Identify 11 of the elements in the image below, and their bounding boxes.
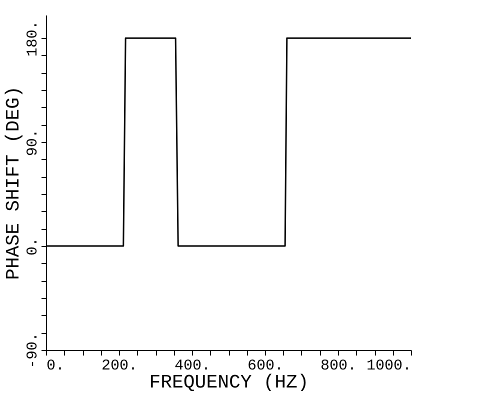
x-tick-label: 800. [320,358,357,374]
y-axis-title: PHASE SHIFT (DEG) [2,86,24,280]
y-tick-label: -90. [24,332,42,369]
x-tick-label: 600. [247,358,284,374]
x-tick-label: 200. [101,358,138,374]
x-tick-label: 1000. [366,358,412,374]
x-tick-label: 400. [174,358,211,374]
y-tick-label: 180. [24,20,42,57]
x-tick-label: 0. [46,358,65,374]
y-tick-label: 90. [24,129,42,156]
y-tick-label: 0. [24,238,42,256]
